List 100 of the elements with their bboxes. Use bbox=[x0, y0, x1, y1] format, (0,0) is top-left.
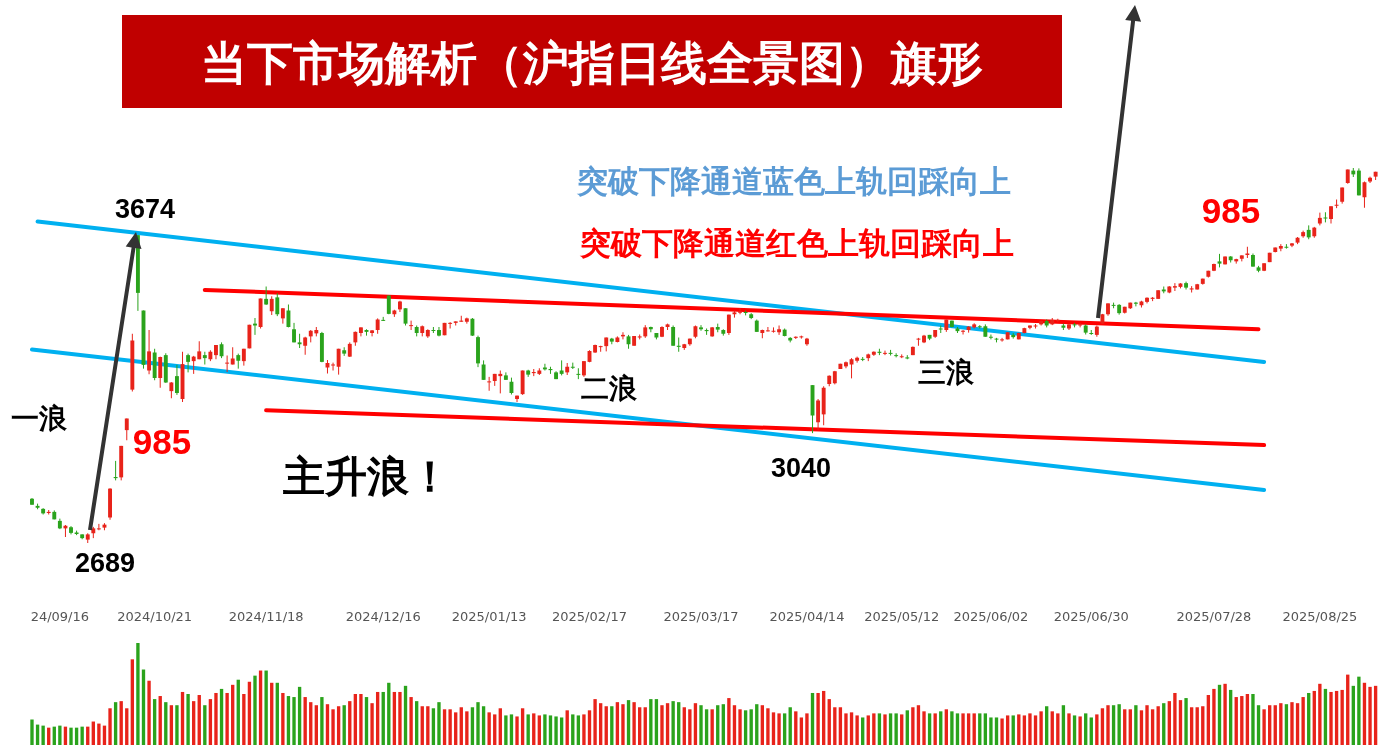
bar bbox=[375, 691, 380, 745]
candlestick bbox=[676, 337, 681, 353]
candlestick bbox=[738, 307, 742, 315]
bar bbox=[1284, 704, 1289, 745]
bar bbox=[693, 703, 698, 745]
bar bbox=[1334, 690, 1339, 745]
bar bbox=[799, 717, 804, 745]
bar bbox=[1329, 691, 1333, 745]
bar bbox=[688, 709, 692, 745]
bar bbox=[130, 659, 135, 745]
candlestick bbox=[186, 353, 191, 373]
bar bbox=[1084, 713, 1088, 745]
candlestick bbox=[275, 292, 280, 317]
x-tick-label: 24/09/16 bbox=[30, 609, 90, 624]
bar bbox=[1340, 689, 1344, 745]
bar bbox=[782, 713, 787, 745]
bar bbox=[955, 713, 960, 745]
bar bbox=[320, 697, 324, 745]
bar bbox=[398, 691, 402, 745]
annotation: 985 bbox=[1201, 191, 1261, 230]
bar bbox=[738, 709, 742, 745]
candlestick bbox=[671, 325, 676, 347]
bar bbox=[1078, 716, 1082, 745]
bar bbox=[1095, 714, 1099, 745]
candlestick bbox=[370, 329, 375, 337]
bar bbox=[465, 711, 469, 745]
bar bbox=[771, 712, 776, 745]
bar bbox=[1039, 711, 1043, 745]
candlestick bbox=[777, 325, 782, 336]
bar bbox=[877, 713, 882, 745]
bar bbox=[1184, 698, 1188, 745]
bar bbox=[292, 697, 296, 745]
bar bbox=[214, 692, 218, 745]
bar bbox=[838, 707, 843, 745]
bar bbox=[576, 715, 581, 745]
bar bbox=[1162, 703, 1166, 745]
bar bbox=[80, 726, 84, 745]
bar bbox=[1111, 705, 1116, 745]
bar bbox=[610, 706, 614, 745]
bar bbox=[649, 699, 653, 745]
bar bbox=[1128, 709, 1132, 745]
bar bbox=[1295, 703, 1300, 745]
candlestick bbox=[481, 359, 486, 381]
bar bbox=[922, 711, 926, 745]
bar bbox=[225, 692, 229, 745]
bar bbox=[755, 704, 759, 745]
bar bbox=[487, 712, 491, 745]
bar bbox=[515, 716, 519, 745]
candlestick bbox=[336, 348, 341, 376]
bar bbox=[1201, 706, 1205, 745]
bar bbox=[716, 705, 720, 745]
bar bbox=[760, 705, 765, 745]
annotation: 突破下降通道红色上轨回踩向上 bbox=[579, 226, 1014, 261]
bar bbox=[409, 697, 413, 745]
bar bbox=[994, 717, 999, 745]
candlestick bbox=[515, 395, 519, 403]
bar bbox=[1234, 697, 1238, 745]
bar bbox=[833, 707, 837, 745]
bar bbox=[911, 707, 915, 745]
bar bbox=[231, 684, 235, 745]
bar bbox=[1150, 709, 1155, 745]
candlestick bbox=[1323, 211, 1328, 223]
bar bbox=[939, 711, 943, 745]
x-tick-label: 2025/04/14 bbox=[769, 609, 845, 624]
candlestick bbox=[520, 370, 525, 396]
bar bbox=[626, 700, 631, 745]
candlestick bbox=[1000, 337, 1005, 343]
bar bbox=[855, 715, 859, 745]
bar bbox=[69, 727, 73, 745]
bar bbox=[821, 690, 826, 745]
bar bbox=[437, 702, 441, 745]
bar bbox=[554, 716, 558, 745]
bar bbox=[1178, 700, 1183, 745]
bar bbox=[370, 703, 374, 745]
x-tick-label: 2025/01/13 bbox=[451, 609, 527, 624]
candlestick bbox=[1172, 282, 1177, 292]
bar bbox=[1050, 711, 1054, 745]
bar bbox=[587, 710, 592, 745]
bar bbox=[1357, 676, 1361, 745]
bar bbox=[710, 709, 714, 745]
bar bbox=[927, 713, 932, 745]
bar bbox=[504, 715, 508, 745]
annotation: 二浪 bbox=[581, 373, 638, 404]
bar bbox=[192, 701, 196, 745]
bar bbox=[766, 708, 770, 745]
chart-title: 当下市场解析（沪指日线全景图）旗形 bbox=[201, 37, 983, 89]
bar bbox=[420, 706, 424, 745]
bar bbox=[113, 702, 118, 745]
bar bbox=[442, 709, 447, 745]
bar bbox=[1228, 689, 1233, 745]
annotation: 3674 bbox=[114, 194, 176, 225]
bar bbox=[1251, 694, 1255, 745]
bar bbox=[632, 702, 636, 745]
bar bbox=[175, 705, 179, 745]
candlestick bbox=[855, 356, 860, 364]
bar bbox=[604, 706, 608, 745]
bar bbox=[97, 723, 101, 745]
bar bbox=[1134, 705, 1138, 745]
text: 2689 bbox=[74, 548, 136, 578]
bar bbox=[543, 714, 547, 745]
